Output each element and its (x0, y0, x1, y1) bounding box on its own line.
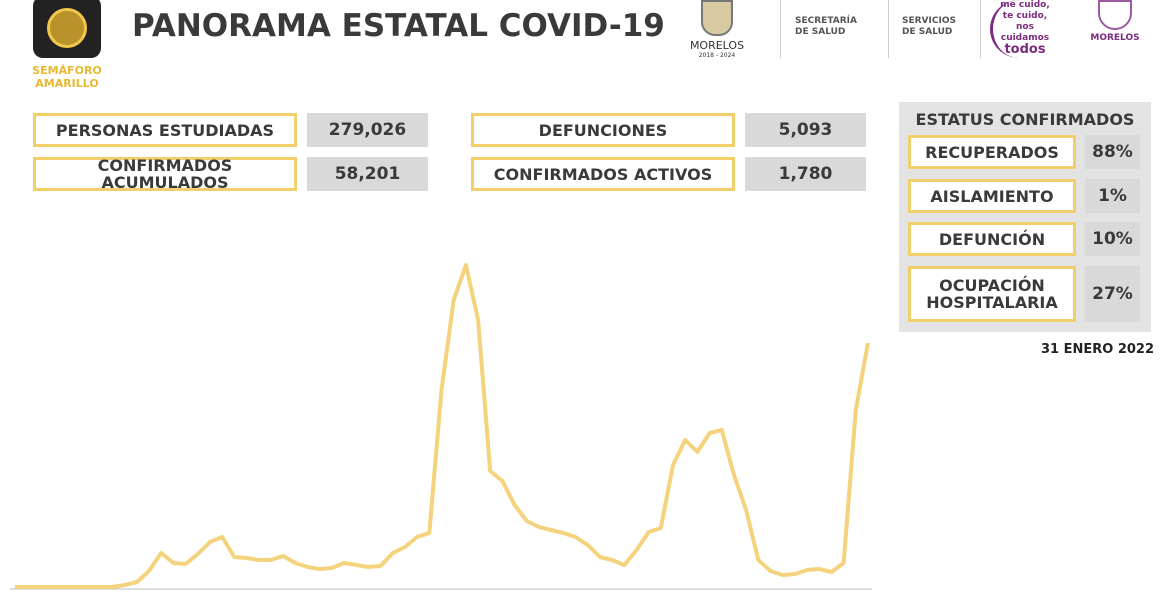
date: 31 ENERO 2022 (1040, 342, 1154, 357)
divider (980, 0, 981, 58)
servicios-text: SERVICIOS DE SALUD (902, 16, 956, 38)
text-line: todos (1004, 42, 1046, 57)
status-label: DEFUNCIÓN (908, 222, 1076, 256)
status-value: 1% (1085, 179, 1140, 213)
text-line: SECRETARÍA (795, 16, 857, 26)
status-value: 27% (1085, 266, 1140, 322)
stat-label: PERSONAS ESTUDIADAS (33, 113, 297, 147)
shield-logo (701, 0, 733, 36)
divider (780, 0, 781, 58)
status-label: OCUPACIÓN HOSPITALARIA (908, 266, 1076, 322)
stat-label: CONFIRMADOS ACUMULADOS (33, 157, 297, 191)
text-line: SEMÁFORO (32, 64, 102, 77)
text-line: DE SALUD (902, 27, 953, 37)
morelos2-text: MORELOS (1090, 33, 1140, 43)
text-line: me cuido, (1000, 0, 1050, 10)
status-title: ESTATUS CONFIRMADOS (915, 110, 1135, 129)
text-line: te cuido, (1002, 11, 1048, 21)
title: PANORAMA ESTATAL COVID-19 (132, 8, 665, 44)
stat-value: 5,093 (745, 113, 866, 147)
flower-logo (1098, 0, 1132, 30)
status-label: RECUPERADOS (908, 135, 1076, 169)
semaforo-icon (33, 0, 101, 58)
slogan-text: me cuido, te cuido, nos cuidamos todos (990, 0, 1057, 58)
semaforo-label: SEMÁFORO AMARILLO (28, 64, 106, 90)
text-line: SERVICIOS (902, 16, 956, 26)
text-line: DE SALUD (795, 27, 846, 37)
morelos-text: MORELOS (689, 39, 745, 52)
stat-value: 279,026 (307, 113, 428, 147)
stat-label: CONFIRMADOS ACTIVOS (471, 157, 735, 191)
divider (888, 0, 889, 58)
text-line: AMARILLO (35, 77, 99, 90)
stat-value: 58,201 (307, 157, 428, 191)
status-label: AISLAMIENTO (908, 179, 1076, 213)
stat-value: 1,780 (745, 157, 866, 191)
secretaria-text: SECRETARÍA DE SALUD (795, 16, 857, 38)
status-value: 88% (1085, 135, 1140, 169)
text-line: nos cuidamos (1000, 22, 1050, 43)
period-text: 2018 - 2024 (698, 52, 736, 59)
line (15, 263, 870, 589)
stat-label: DEFUNCIONES (471, 113, 735, 147)
status-value: 10% (1085, 222, 1140, 256)
